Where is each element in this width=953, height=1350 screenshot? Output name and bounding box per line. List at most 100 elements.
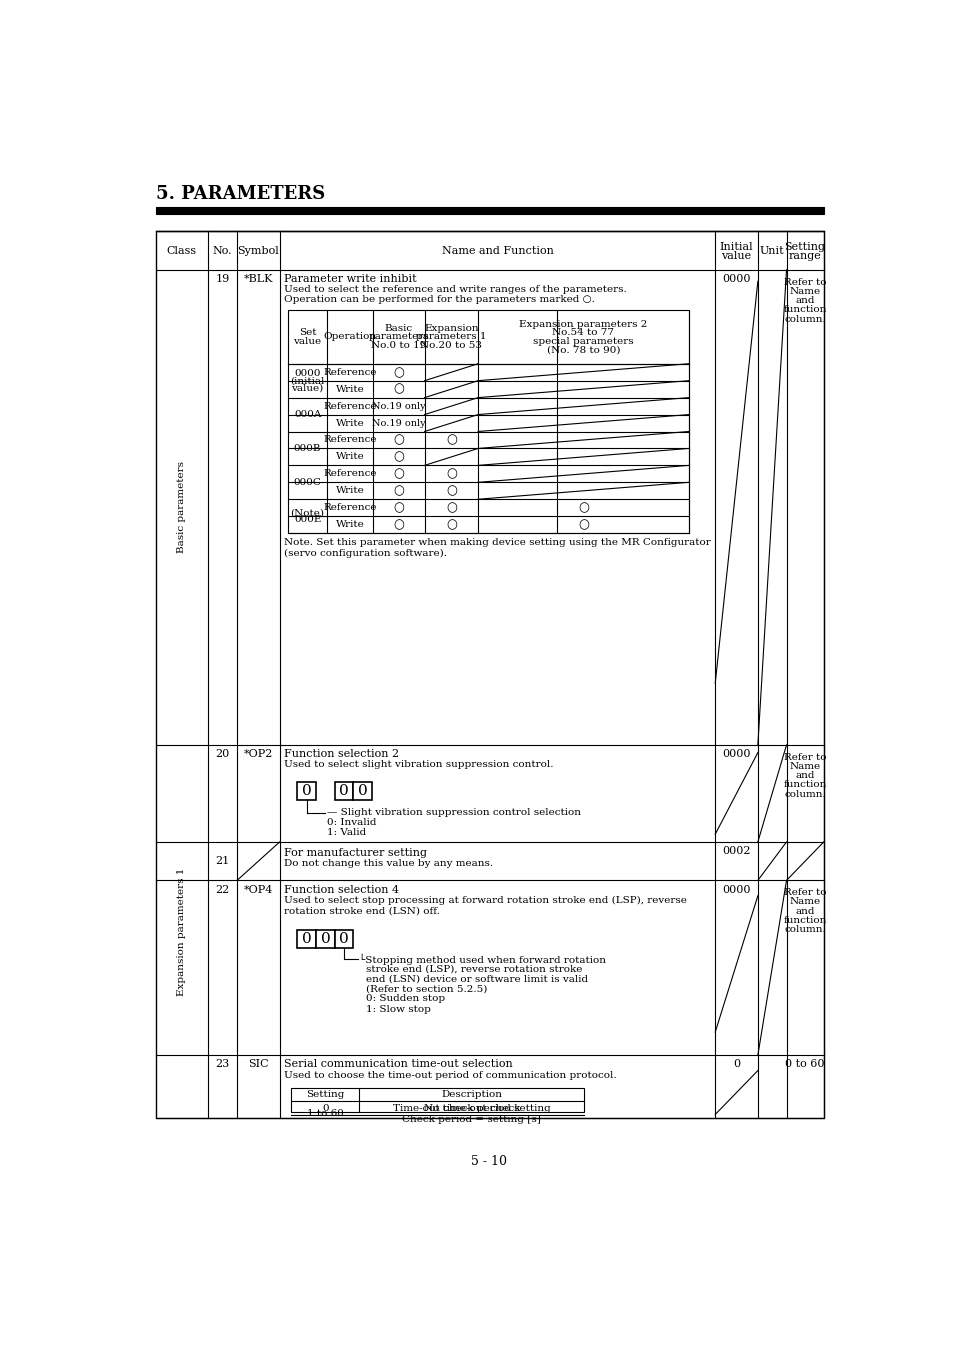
Text: column.: column. [783, 925, 825, 934]
Bar [297, 930, 315, 948]
Text: Write: Write [335, 520, 364, 529]
Text: function: function [782, 305, 826, 315]
Text: Function selection 2: Function selection 2 [284, 749, 399, 759]
Text: Expansion: Expansion [423, 324, 478, 333]
Text: and: and [795, 907, 814, 915]
Text: ○: ○ [445, 518, 456, 531]
Text: Name: Name [789, 898, 820, 906]
Text: 0: 0 [732, 1060, 740, 1069]
Text: ○: ○ [394, 485, 404, 497]
Text: Used to select slight vibration suppression control.: Used to select slight vibration suppress… [284, 760, 554, 770]
Text: ○: ○ [394, 501, 404, 514]
Text: Expansion parameters 1: Expansion parameters 1 [177, 868, 186, 996]
Text: Used to choose the time-out period of communication protocol.: Used to choose the time-out period of co… [284, 1071, 617, 1080]
Text: Refer to: Refer to [783, 753, 825, 761]
Text: Time-out check period setting: Time-out check period setting [393, 1104, 550, 1112]
Text: 22: 22 [215, 884, 230, 895]
Text: *OP4: *OP4 [243, 884, 273, 895]
Text: Description: Description [441, 1089, 502, 1099]
Text: 0000: 0000 [721, 274, 750, 284]
Text: 0000: 0000 [721, 884, 750, 895]
Text: value: value [294, 338, 321, 346]
Text: Refer to: Refer to [783, 278, 825, 286]
Text: 0: 0 [301, 931, 312, 946]
Text: Reference: Reference [323, 367, 376, 377]
Text: *BLK: *BLK [243, 274, 273, 284]
Text: 0: 0 [320, 931, 330, 946]
Text: 0: 0 [338, 784, 349, 798]
Text: (No. 78 to 90): (No. 78 to 90) [546, 346, 619, 355]
Text: Note. Set this parameter when making device setting using the MR Configurator: Note. Set this parameter when making dev… [284, 537, 710, 547]
Text: Name: Name [789, 761, 820, 771]
Text: Unit: Unit [760, 246, 783, 255]
Bar [291, 1088, 583, 1112]
Text: and: and [795, 771, 814, 780]
Text: Set: Set [298, 328, 316, 336]
Text: Used to select stop processing at forward rotation stroke end (LSP), reverse: Used to select stop processing at forwar… [284, 896, 686, 905]
Text: 0: 0 [322, 1104, 329, 1112]
Text: SIC: SIC [248, 1060, 269, 1069]
Text: Setting: Setting [306, 1089, 344, 1099]
Text: end (LSN) device or software limit is valid: end (LSN) device or software limit is va… [365, 975, 587, 983]
Text: Serial communication time-out selection: Serial communication time-out selection [284, 1060, 513, 1069]
Text: — Slight vibration suppression control selection: — Slight vibration suppression control s… [327, 809, 580, 817]
Text: ○: ○ [394, 382, 404, 396]
Text: 5 - 10: 5 - 10 [471, 1156, 506, 1168]
Text: Write: Write [335, 486, 364, 495]
Text: value): value) [292, 383, 323, 392]
Text: 0002: 0002 [721, 846, 750, 856]
Text: Do not change this value by any means.: Do not change this value by any means. [284, 859, 493, 868]
Text: 000B: 000B [294, 444, 321, 454]
Text: Function selection 4: Function selection 4 [284, 884, 399, 895]
Text: column.: column. [783, 315, 825, 324]
Text: 000E: 000E [294, 516, 321, 524]
Text: 0000: 0000 [721, 749, 750, 759]
Text: 0000: 0000 [294, 370, 320, 378]
Text: ○: ○ [445, 467, 456, 481]
Text: 1 to 60: 1 to 60 [307, 1110, 343, 1118]
Text: ○: ○ [394, 467, 404, 481]
Text: 0: 0 [338, 931, 349, 946]
Text: No.0 to 19: No.0 to 19 [371, 340, 426, 350]
Text: Class: Class [167, 246, 196, 255]
Text: function: function [782, 780, 826, 790]
Text: No.20 to 53: No.20 to 53 [420, 340, 482, 350]
Text: 000A: 000A [294, 410, 321, 418]
Bar [297, 782, 315, 801]
Text: Name: Name [789, 286, 820, 296]
Text: (initial: (initial [290, 377, 324, 385]
Text: Basic: Basic [385, 324, 413, 333]
Bar [155, 207, 822, 215]
Text: 0: Invalid: 0: Invalid [327, 818, 376, 828]
Bar [315, 930, 335, 948]
Text: and: and [795, 296, 814, 305]
Text: range: range [788, 251, 821, 261]
Text: No.: No. [213, 246, 232, 255]
Text: ○: ○ [394, 366, 404, 379]
Text: No.54 to 77: No.54 to 77 [552, 328, 614, 338]
Text: Operation can be performed for the parameters marked ○.: Operation can be performed for the param… [284, 296, 595, 304]
Text: No.19 only: No.19 only [372, 418, 425, 428]
Text: Initial: Initial [719, 242, 753, 251]
Text: column.: column. [783, 790, 825, 799]
Text: No time-out check: No time-out check [423, 1104, 519, 1112]
Text: 19: 19 [215, 274, 230, 284]
Text: rotation stroke end (LSN) off.: rotation stroke end (LSN) off. [284, 907, 439, 915]
Text: 5. PARAMETERS: 5. PARAMETERS [155, 185, 325, 204]
Text: (Note): (Note) [291, 508, 324, 517]
Text: Write: Write [335, 385, 364, 394]
Text: Write: Write [335, 452, 364, 462]
Text: Used to select the reference and write ranges of the parameters.: Used to select the reference and write r… [284, 285, 626, 294]
Text: ○: ○ [445, 485, 456, 497]
Text: No.19 only: No.19 only [372, 401, 425, 410]
Text: └Stopping method used when forward rotation: └Stopping method used when forward rotat… [359, 953, 606, 965]
Text: ○: ○ [394, 518, 404, 531]
Text: Name and Function: Name and Function [441, 246, 553, 255]
Text: Refer to: Refer to [783, 888, 825, 898]
Text: stroke end (LSP), reverse rotation stroke: stroke end (LSP), reverse rotation strok… [365, 964, 581, 973]
Text: parameters 1: parameters 1 [416, 332, 486, 342]
Bar [335, 930, 353, 948]
Text: 0 to 60: 0 to 60 [784, 1060, 824, 1069]
Text: 000C: 000C [294, 478, 321, 487]
Text: (servo configuration software).: (servo configuration software). [284, 548, 447, 558]
